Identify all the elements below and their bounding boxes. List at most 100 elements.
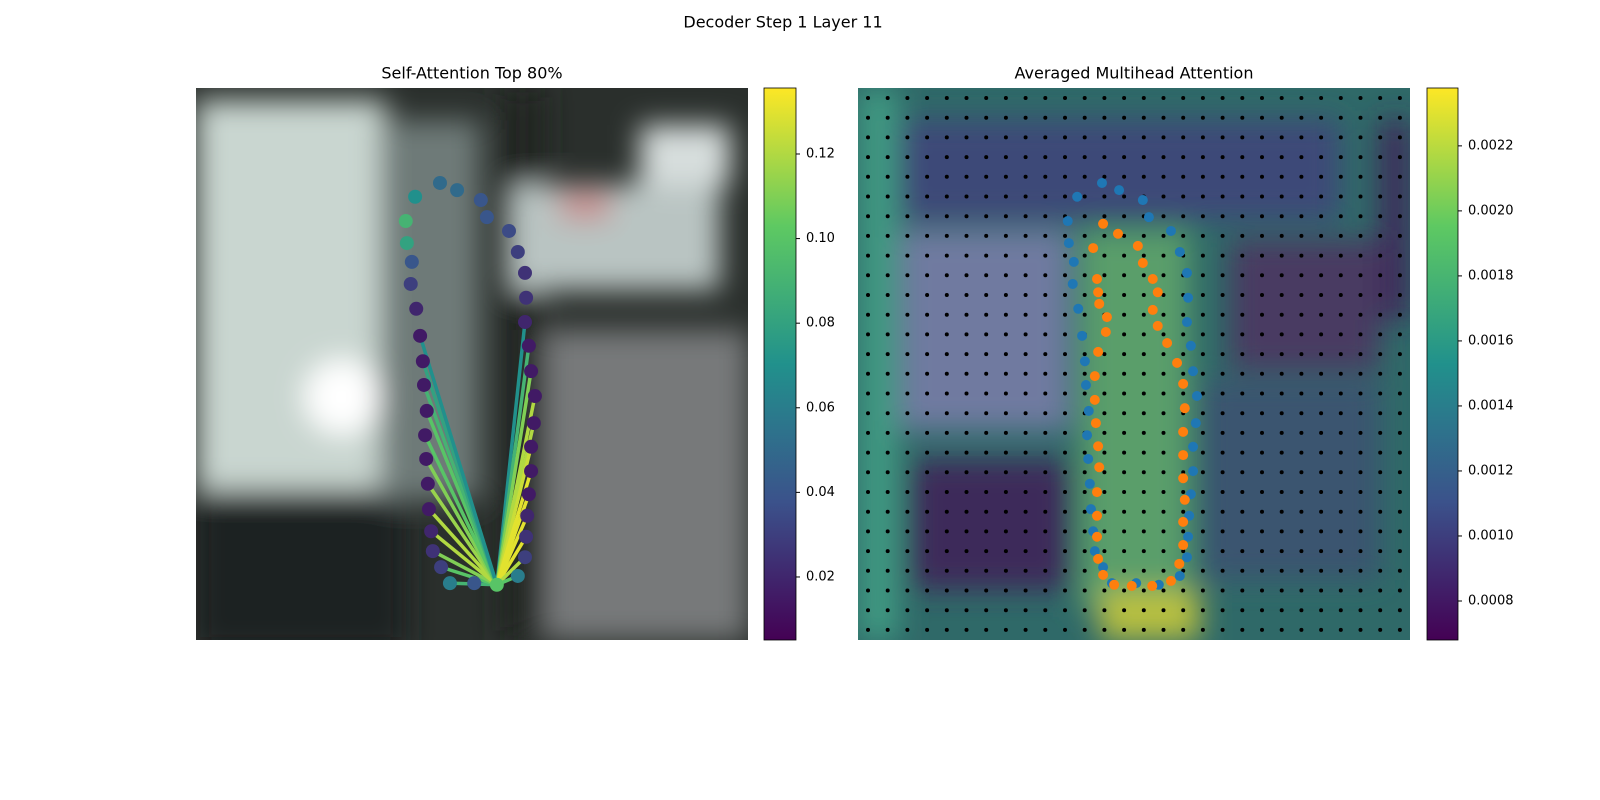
grid-dot (1220, 509, 1225, 514)
grid-dot (1082, 194, 1087, 199)
contour-point (1080, 379, 1091, 390)
grid-dot (1279, 155, 1284, 160)
grid-dot (925, 253, 930, 258)
grid-dot (866, 253, 870, 258)
grid-dot (1240, 430, 1245, 435)
grid-dot (1279, 588, 1284, 593)
grid-dot (1299, 371, 1304, 376)
grid-dot (866, 430, 870, 435)
grid-dot (925, 233, 930, 238)
colorbar-tick-label: 0.0008 (1468, 593, 1514, 608)
grid-dot (1141, 332, 1146, 337)
grid-dot (944, 411, 949, 416)
grid-dot (1397, 214, 1402, 219)
grid-dot (866, 627, 870, 632)
grid-dot (1378, 174, 1383, 179)
grid-dot (1043, 450, 1048, 455)
grid-dot (1299, 470, 1304, 475)
grid-dot (1338, 293, 1343, 297)
grid-dot (1043, 96, 1048, 100)
contour-point (1152, 320, 1163, 331)
grid-dot (1122, 312, 1127, 317)
grid-dots (866, 96, 1402, 632)
colorbar-tick-label: 0.0012 (1468, 463, 1514, 478)
grid-dot (1338, 627, 1343, 632)
grid-dot (1161, 96, 1166, 100)
grid-dot (1043, 391, 1048, 396)
grid-dot (1240, 411, 1245, 416)
grid-dot (905, 273, 910, 278)
query-point (419, 403, 434, 418)
grid-dot (1260, 391, 1264, 396)
grid-dot (1279, 470, 1284, 475)
grid-dot (1338, 470, 1343, 475)
grid-dot (1063, 588, 1067, 593)
grid-dot (1181, 627, 1186, 632)
grid-dot (1122, 411, 1127, 416)
grid-dot (1063, 174, 1067, 179)
contour-point (1088, 243, 1099, 254)
grid-dot (1397, 293, 1402, 297)
grid-dot (944, 588, 949, 593)
grid-dot (905, 233, 910, 238)
grid-dot (944, 608, 949, 613)
grid-dot (1279, 430, 1284, 435)
grid-dot (1141, 568, 1146, 573)
query-point (467, 576, 482, 591)
grid-dot (944, 450, 949, 455)
grid-dot (1397, 411, 1402, 416)
colorbar-tick-label: 0.0022 (1468, 138, 1514, 153)
grid-dot (1102, 470, 1107, 475)
grid-dot (1003, 273, 1008, 278)
grid-dot (1003, 371, 1008, 376)
grid-dot (1023, 96, 1028, 100)
grid-dot (1358, 312, 1363, 317)
grid-dot (1200, 470, 1205, 475)
grid-dot (984, 529, 989, 534)
grid-dot (1299, 352, 1304, 357)
grid-dot (1161, 391, 1166, 396)
grid-dot (1102, 135, 1107, 140)
grid-dot (1220, 529, 1225, 534)
grid-dot (925, 174, 930, 179)
grid-dot (944, 490, 949, 494)
grid-dot (1063, 135, 1067, 140)
grid-dot (1200, 509, 1205, 514)
grid-dot (1082, 608, 1087, 613)
query-point (420, 476, 435, 491)
grid-dot (964, 352, 969, 357)
grid-dot (885, 529, 890, 534)
grid-dot (1299, 312, 1304, 317)
query-point (526, 416, 541, 431)
grid-dot (1338, 490, 1343, 494)
grid-dot (1299, 155, 1304, 160)
grid-dot (1063, 509, 1067, 514)
grid-dot (1200, 155, 1205, 160)
grid-dot (1220, 470, 1225, 475)
grid-dot (1279, 273, 1284, 278)
grid-dot (1240, 115, 1245, 120)
grid-dot (885, 450, 890, 455)
grid-dot (1358, 549, 1363, 554)
grid-dot (1319, 293, 1324, 297)
grid-dot (1161, 135, 1166, 140)
contour-point (1093, 553, 1104, 564)
grid-dot (1102, 411, 1107, 416)
camera-image (196, 88, 748, 640)
contour-point (1137, 257, 1148, 268)
attention-line (495, 535, 528, 587)
grid-dot (1102, 430, 1107, 435)
grid-dot (1240, 174, 1245, 179)
grid-dot (1181, 312, 1186, 317)
grid-dot (925, 332, 930, 337)
grid-dot (1319, 96, 1324, 100)
grid-dot (1122, 352, 1127, 357)
grid-dot (1240, 627, 1245, 632)
grid-dot (1279, 450, 1284, 455)
grid-dot (1260, 529, 1264, 534)
contour-point (1072, 191, 1083, 202)
grid-dot (1397, 194, 1402, 199)
colorbar-tick-label: 0.06 (806, 400, 835, 415)
grid-dot (1260, 490, 1264, 494)
grid-dot (1181, 490, 1186, 494)
